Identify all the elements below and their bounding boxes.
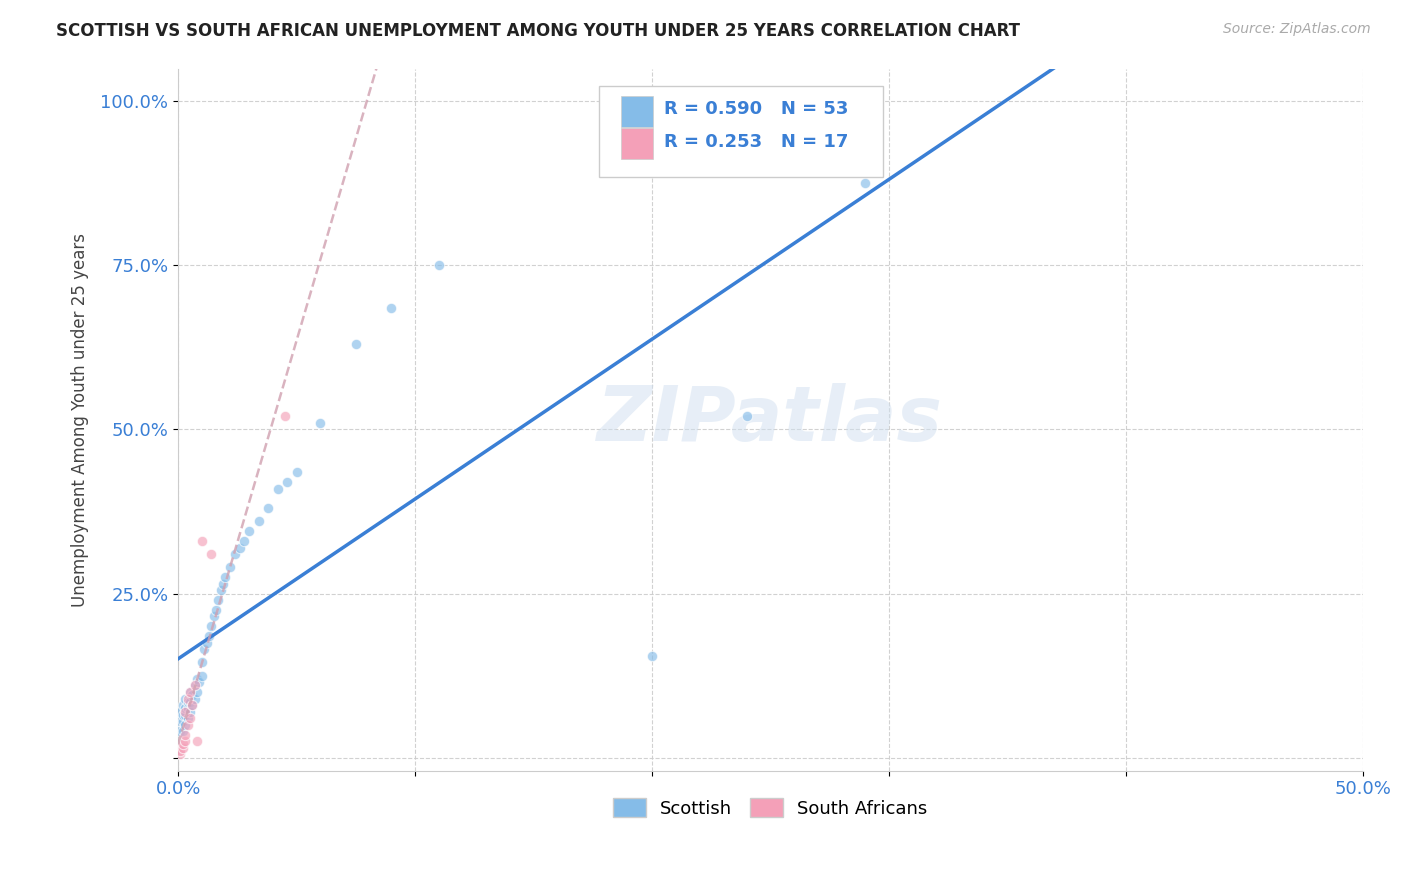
- Point: [172, 698, 194, 712]
- Point: [191, 534, 214, 549]
- Text: R = 0.590   N = 53: R = 0.590 N = 53: [664, 100, 848, 119]
- Point: [233, 534, 256, 549]
- Point: [179, 695, 201, 709]
- Point: [224, 547, 246, 561]
- Point: [181, 698, 204, 712]
- Point: [285, 465, 308, 479]
- Text: Source: ZipAtlas.com: Source: ZipAtlas.com: [1223, 22, 1371, 37]
- Point: [174, 705, 197, 719]
- Point: [247, 514, 270, 528]
- Legend: Scottish, South Africans: Scottish, South Africans: [606, 791, 935, 825]
- Point: [191, 668, 214, 682]
- Point: [172, 724, 194, 739]
- Point: [172, 738, 194, 752]
- Point: [228, 541, 250, 555]
- Point: [257, 501, 280, 516]
- Point: [176, 711, 198, 725]
- Point: [174, 707, 197, 722]
- FancyBboxPatch shape: [621, 128, 652, 159]
- Point: [181, 688, 204, 702]
- Point: [176, 718, 198, 732]
- Point: [207, 593, 229, 607]
- Point: [380, 301, 402, 315]
- Point: [183, 691, 205, 706]
- Point: [641, 648, 664, 663]
- Point: [205, 603, 228, 617]
- Point: [186, 685, 208, 699]
- Point: [176, 691, 198, 706]
- Y-axis label: Unemployment Among Youth under 25 years: Unemployment Among Youth under 25 years: [72, 233, 89, 607]
- Point: [212, 576, 235, 591]
- Point: [273, 409, 295, 424]
- Point: [176, 701, 198, 715]
- Point: [169, 714, 191, 729]
- Point: [202, 609, 225, 624]
- Point: [169, 744, 191, 758]
- Point: [193, 642, 215, 657]
- Point: [214, 570, 236, 584]
- FancyBboxPatch shape: [599, 86, 883, 178]
- Text: SCOTTISH VS SOUTH AFRICAN UNEMPLOYMENT AMONG YOUTH UNDER 25 YEARS CORRELATION CH: SCOTTISH VS SOUTH AFRICAN UNEMPLOYMENT A…: [56, 22, 1021, 40]
- Point: [735, 409, 758, 424]
- Point: [169, 705, 191, 719]
- Point: [188, 675, 211, 690]
- Point: [186, 672, 208, 686]
- Point: [174, 728, 197, 742]
- Point: [176, 695, 198, 709]
- Point: [200, 547, 222, 561]
- Point: [169, 724, 191, 739]
- Point: [179, 711, 201, 725]
- Point: [198, 629, 221, 643]
- Point: [174, 691, 197, 706]
- Point: [172, 707, 194, 722]
- Point: [169, 747, 191, 762]
- Point: [276, 475, 298, 489]
- Point: [181, 698, 204, 712]
- Point: [172, 740, 194, 755]
- Point: [179, 705, 201, 719]
- Point: [195, 636, 218, 650]
- Point: [427, 259, 450, 273]
- Point: [344, 337, 367, 351]
- Point: [172, 714, 194, 729]
- Point: [191, 656, 214, 670]
- Point: [238, 524, 260, 538]
- Point: [853, 177, 876, 191]
- Point: [266, 482, 288, 496]
- Point: [200, 619, 222, 633]
- Point: [179, 685, 201, 699]
- FancyBboxPatch shape: [621, 96, 652, 127]
- Point: [209, 583, 232, 598]
- Point: [219, 560, 242, 574]
- Point: [186, 734, 208, 748]
- Text: ZIPatlas: ZIPatlas: [598, 383, 943, 457]
- Point: [174, 718, 197, 732]
- Point: [174, 701, 197, 715]
- Point: [309, 416, 332, 430]
- Point: [183, 678, 205, 692]
- Point: [174, 734, 197, 748]
- Point: [179, 685, 201, 699]
- Text: R = 0.253   N = 17: R = 0.253 N = 17: [664, 133, 848, 152]
- Point: [183, 678, 205, 692]
